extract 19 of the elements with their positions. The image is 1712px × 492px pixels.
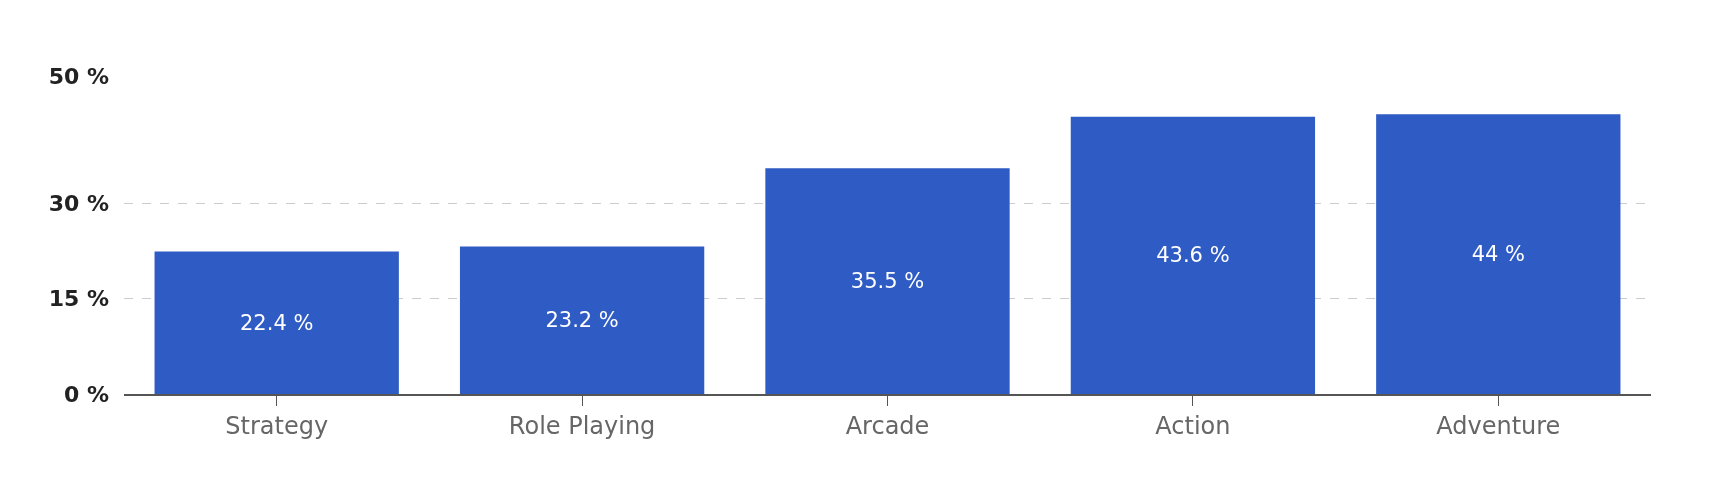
y-tick-label: 0 % bbox=[63, 381, 109, 407]
data-label: 22.4 % bbox=[240, 310, 314, 335]
x-tick-label: Strategy bbox=[225, 412, 329, 441]
bar bbox=[154, 251, 399, 394]
y-tick-label: 30 % bbox=[48, 190, 109, 216]
data-label: 44 % bbox=[1471, 242, 1525, 267]
data-label: 35.5 % bbox=[850, 269, 925, 294]
bar bbox=[1070, 116, 1316, 394]
x-tick-label: Action bbox=[1155, 412, 1231, 441]
x-tick-label: Arcade bbox=[845, 412, 930, 441]
bar bbox=[459, 246, 705, 394]
bar bbox=[765, 168, 1010, 394]
data-label: 23.2 % bbox=[545, 308, 619, 333]
y-tick-label: 15 % bbox=[48, 286, 109, 312]
x-tick-label: Role Playing bbox=[508, 412, 656, 441]
bar bbox=[1376, 114, 1621, 394]
y-tick-label: 50 % bbox=[48, 63, 109, 89]
x-tick-label: Adventure bbox=[1436, 412, 1561, 441]
data-label: 43.6 % bbox=[1156, 243, 1230, 268]
